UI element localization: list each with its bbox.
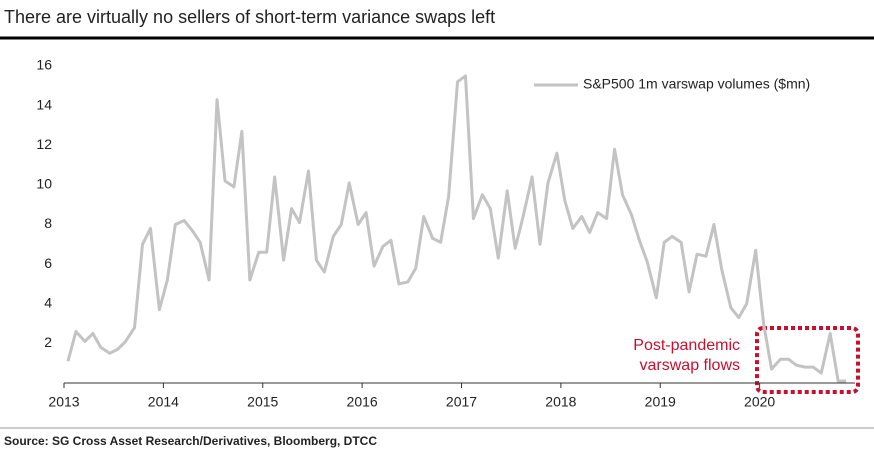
annotation: Post-pandemic: [633, 337, 740, 354]
y-tick-label: 10: [36, 176, 52, 192]
y-tick-label: 2: [44, 334, 52, 350]
chart-title: There are virtually no sellers of short-…: [4, 7, 495, 27]
x-tick-label: 2016: [347, 394, 378, 410]
highlight-box: [755, 326, 860, 394]
y-tick-label: 8: [44, 215, 52, 231]
x-tick-label: 2018: [545, 394, 576, 410]
series-line: [66, 74, 847, 383]
annotation: varswap flows: [640, 357, 740, 374]
x-tick-label: 2017: [446, 394, 477, 410]
y-tick-label: 16: [36, 57, 52, 73]
y-tick-label: 14: [36, 96, 52, 112]
x-tick-label: 2020: [744, 394, 775, 410]
y-tick-label: 4: [44, 294, 52, 310]
x-tick-label: 2019: [645, 394, 676, 410]
x-tick-label: 2013: [48, 394, 79, 410]
source: Source: SG Cross Asset Research/Derivati…: [4, 434, 377, 448]
y-tick-label: 12: [36, 136, 52, 152]
x-tick-label: 2014: [148, 394, 179, 410]
y-tick-label: 6: [44, 255, 52, 271]
legend-label: S&P500 1m varswap volumes ($mn): [583, 76, 810, 92]
x-tick-label: 2015: [247, 394, 278, 410]
